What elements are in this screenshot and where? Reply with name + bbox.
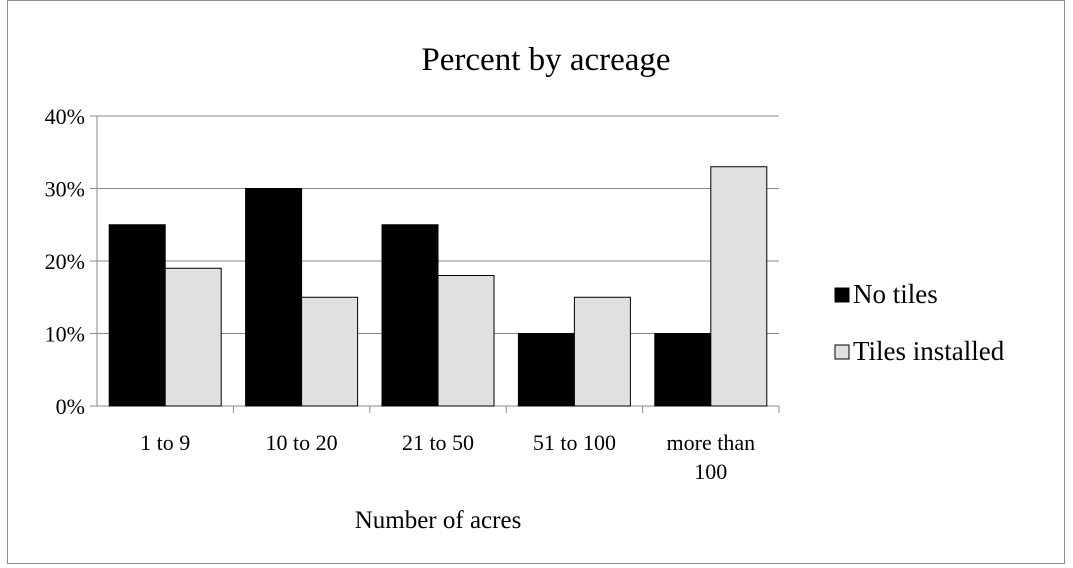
x-tick-label: 10 to 20 bbox=[266, 430, 338, 455]
x-axis-title: Number of acres bbox=[355, 507, 522, 534]
bar-no-tiles bbox=[382, 225, 438, 406]
legend-swatch bbox=[835, 345, 849, 359]
x-tick-label: more than bbox=[667, 430, 756, 455]
bars bbox=[109, 167, 767, 406]
x-tick-label: 1 to 9 bbox=[140, 430, 190, 455]
bar-no-tiles bbox=[655, 334, 711, 407]
x-tick-label: 21 to 50 bbox=[402, 430, 474, 455]
y-tick-label: 30% bbox=[45, 177, 85, 202]
bar-no-tiles bbox=[246, 189, 302, 407]
x-tick-label: 100 bbox=[694, 459, 727, 484]
bar-tiles-installed bbox=[574, 297, 630, 406]
y-tick-label: 0% bbox=[56, 394, 85, 419]
y-tick-label: 20% bbox=[45, 249, 85, 274]
bar-no-tiles bbox=[518, 334, 574, 407]
bar-no-tiles bbox=[109, 225, 165, 406]
legend-swatch bbox=[835, 288, 849, 302]
legend-label: No tiles bbox=[853, 279, 938, 309]
bar-tiles-installed bbox=[302, 297, 358, 406]
y-tick-label: 10% bbox=[45, 322, 85, 347]
bar-tiles-installed bbox=[711, 167, 767, 406]
bar-tiles-installed bbox=[165, 268, 221, 406]
x-tick-label: 51 to 100 bbox=[533, 430, 616, 455]
chart-title: Percent by acreage bbox=[421, 42, 670, 78]
y-tick-label: 40% bbox=[45, 104, 85, 129]
legend-label: Tiles installed bbox=[853, 336, 1005, 366]
x-tick-labels: 1 to 9 10 to 20 21 to 50 51 to 100 more than… bbox=[140, 430, 755, 484]
y-tick-labels: 0% 10% 20% 30% 40% bbox=[45, 104, 85, 419]
legend: No tiles Tiles installed bbox=[835, 279, 1005, 366]
bar-tiles-installed bbox=[438, 276, 494, 407]
